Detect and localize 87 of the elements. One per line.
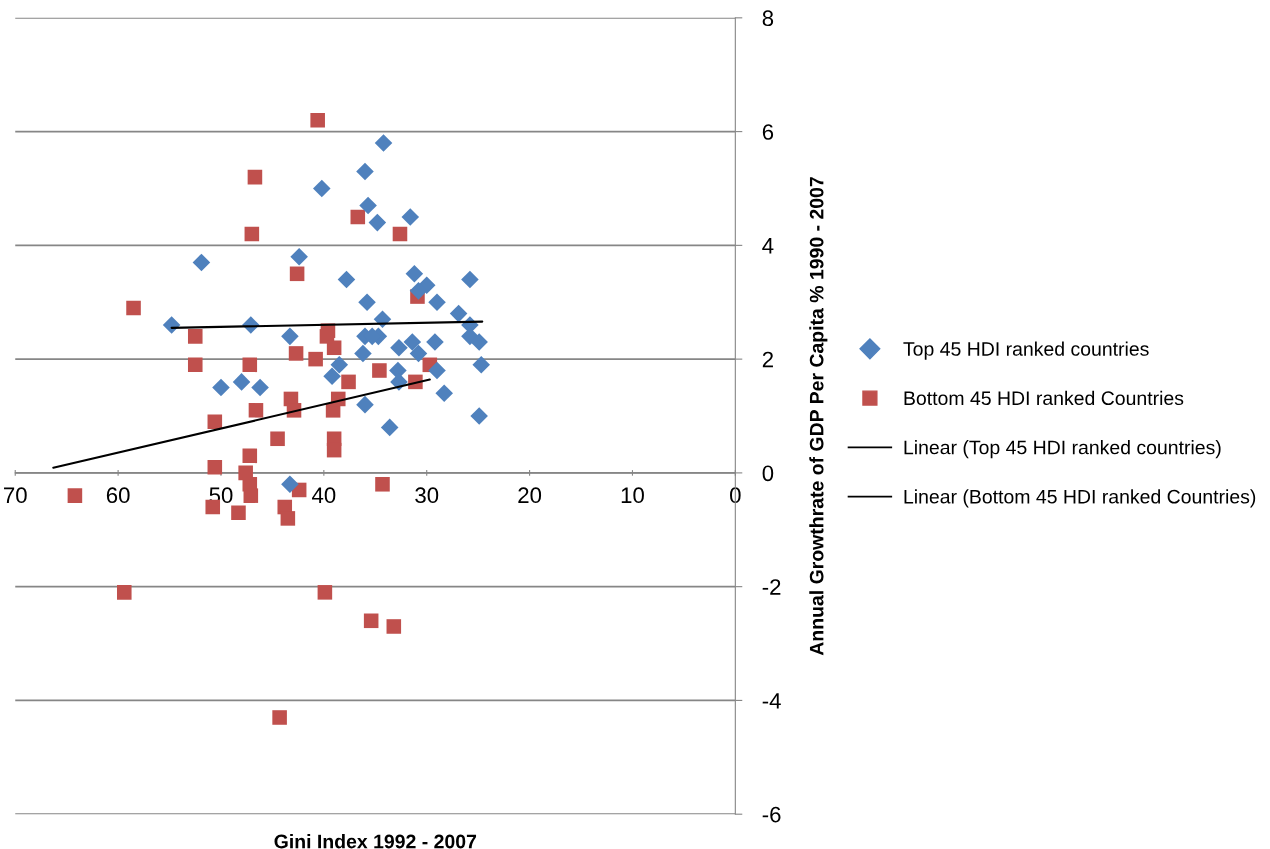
point [288,346,304,361]
point [281,327,299,346]
point [372,363,387,378]
point [472,356,491,374]
point [401,208,420,226]
point [350,209,366,225]
point [251,378,269,397]
y-tick-label: 6 [762,124,774,140]
y-tick-label: -2 [762,579,781,595]
y-tick-label: 0 [762,465,774,482]
y-tick-label: 8 [762,10,774,27]
point [212,378,230,397]
point [310,112,325,128]
point [317,585,333,600]
y-tick-label: 2 [762,351,773,368]
legend-label: Linear (Bottom 45 HDI ranked Countries) [904,489,1256,508]
y-tick-label: -6 [762,806,781,823]
point [270,431,285,447]
legend-label: Linear (Top 45 HDI ranked countries) [904,440,1221,459]
point [308,351,323,367]
point [358,293,376,312]
point [242,448,258,464]
x-tick-label: 20 [518,487,542,504]
point [187,329,203,344]
point [117,585,132,600]
point [461,270,479,289]
point [280,511,296,526]
x-axis-title: Gini Index 1992 - 2007 [274,834,477,849]
point [207,414,223,429]
x-tick-label: 30 [415,487,439,504]
point [162,316,181,334]
point [290,247,308,266]
point [289,266,305,282]
point [330,356,349,374]
x-tick-label: 0 [730,487,741,504]
point [356,395,374,414]
point [392,226,408,242]
point [247,169,263,185]
point [359,196,377,215]
point [426,333,444,351]
legend-label: Top 45 HDI ranked countries [903,341,1149,360]
point [428,361,446,380]
point [326,442,342,458]
point [337,270,356,289]
point [232,373,251,391]
point [187,357,203,373]
point [354,344,372,363]
point [244,226,260,242]
point [409,282,428,300]
point [67,488,83,503]
point [242,357,258,373]
x-tick-label: 60 [106,487,130,504]
legend-label: Bottom 45 HDI ranked Countries [904,390,1184,406]
point [207,459,223,475]
point [126,300,141,316]
point [368,213,387,232]
point [356,162,374,181]
y-tick-label: -4 [762,693,781,709]
point [231,505,246,520]
point [323,367,341,385]
point [272,710,287,725]
point [409,344,428,363]
point [374,134,393,152]
point [435,384,453,403]
point [313,179,331,198]
x-tick-label: 70 [4,487,27,504]
point [326,340,342,356]
point [243,488,259,503]
point [470,407,488,425]
point [449,304,468,323]
x-tick-label: 10 [621,487,644,504]
point [405,265,424,283]
x-tick-label: 40 [312,487,336,504]
y-tick-label: 4 [762,238,774,254]
point [363,613,379,629]
point [375,476,390,492]
point [403,333,422,351]
point [281,475,299,494]
point [390,338,408,357]
point [341,374,356,390]
point [470,333,488,351]
point [248,403,264,418]
point [428,293,446,312]
point [386,619,402,634]
point [380,418,399,437]
point [192,253,211,272]
y-axis-title: Annual Growthrate of GDP Per Capita % 1990 - 2007 [809,177,828,656]
